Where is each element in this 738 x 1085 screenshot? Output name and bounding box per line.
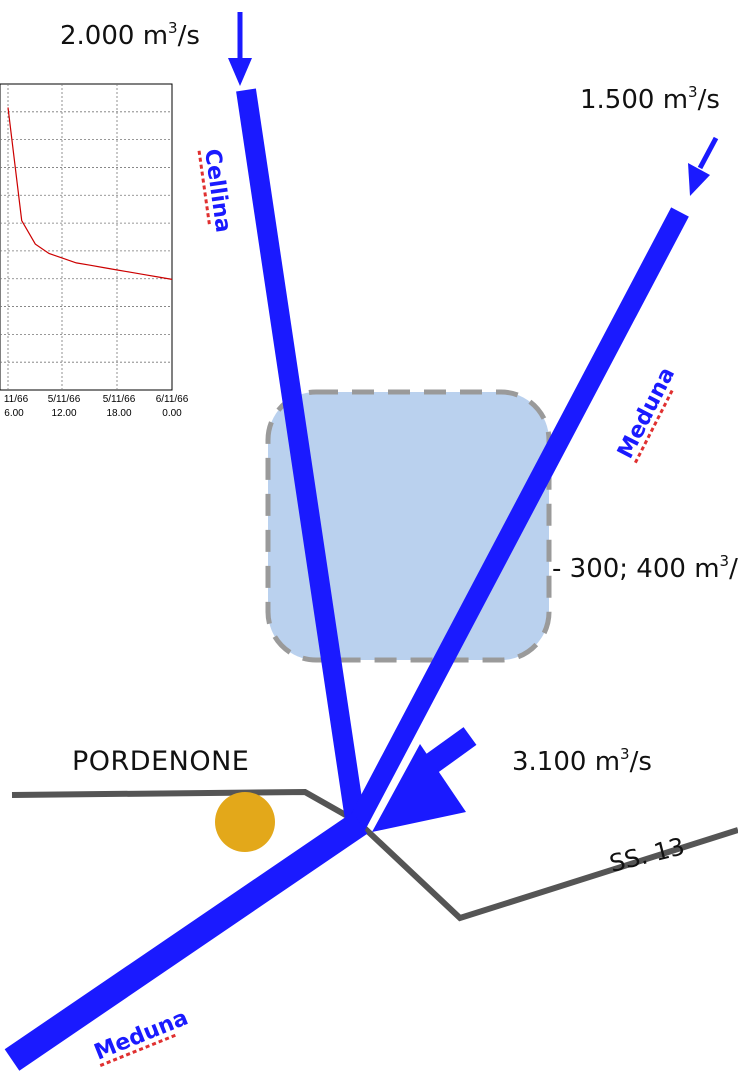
chart-x-tick-label: 5/11/66 12.00 [48, 394, 81, 419]
meduna-flow-label: 1.500 m3/s [580, 83, 720, 115]
confluence-arrow [372, 727, 477, 832]
cellina-flow-label: 2.000 m3/s [60, 19, 200, 51]
meduna-upper-label: Meduna [613, 363, 680, 464]
chart-grid [0, 84, 172, 390]
cellina-label: Cellina [197, 147, 236, 234]
meduna-inflow-arrow [688, 136, 719, 196]
meduna-upper-river [347, 207, 689, 831]
chart-plot-area [0, 83, 173, 391]
meduna-lower-label: Meduna [91, 1005, 192, 1067]
retained-flow-label: - 300; 400 m3/s [552, 552, 738, 584]
meduna-lower-river [4, 812, 368, 1071]
road-label: SS. 13 [607, 832, 688, 878]
chart-x-tick-label: 5/11/66 18.00 [103, 394, 136, 419]
chart-x-ticks: 11/66 6.00 5/11/66 12.00 5/11/66 18.00 6/11/66… [4, 394, 189, 419]
chart-x-tick-label: 11/66 6.00 [4, 394, 29, 419]
chart-x-tick-label: 6/11/66 0.00 [156, 394, 189, 419]
svg-text:Meduna: Meduna [613, 363, 680, 462]
pordenone-city-dot [215, 792, 275, 852]
svg-text:Cellina: Cellina [199, 147, 235, 234]
cellina-inflow-arrow [228, 12, 252, 86]
svg-text:Meduna: Meduna [91, 1005, 192, 1065]
chart-series-line [7, 107, 173, 280]
cellina-river [236, 88, 366, 828]
chart-series [7, 107, 173, 280]
city-label: PORDENONE [72, 746, 249, 777]
confluence-flow-label: 3.100 m3/s [512, 745, 652, 777]
hydrograph-chart: 11/66 6.00 5/11/66 12.00 5/11/66 18.00 6/11/66… [0, 83, 189, 419]
